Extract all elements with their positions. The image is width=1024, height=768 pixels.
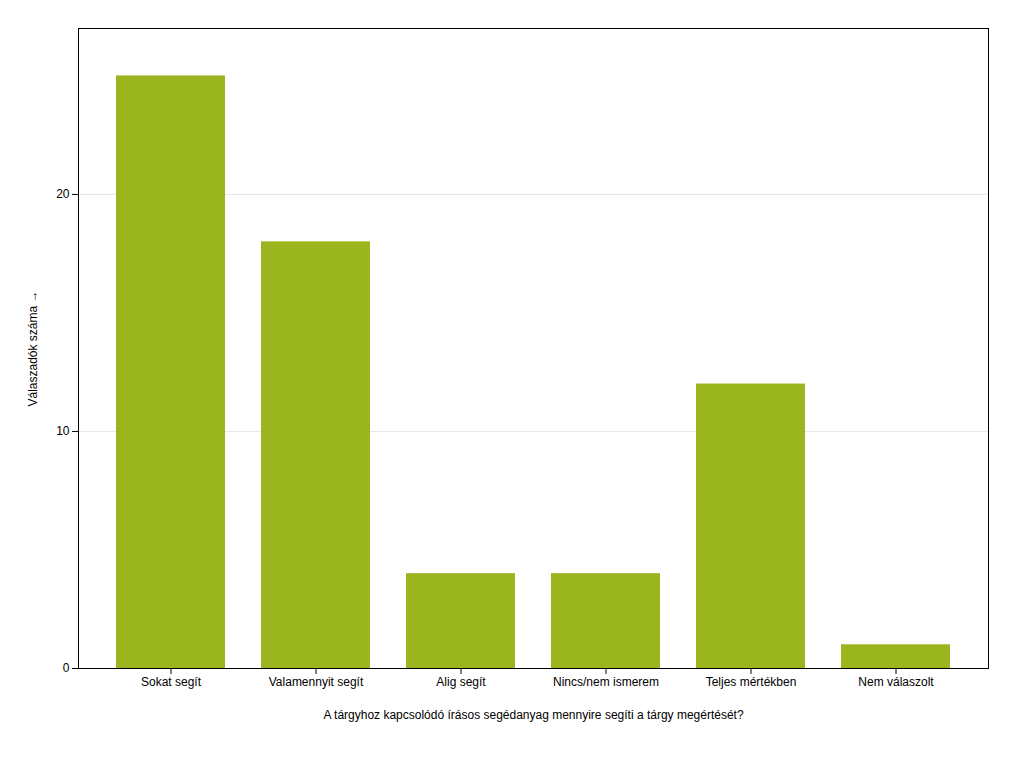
svg-text:Válaszadók száma →: Válaszadók száma → [26, 290, 40, 406]
svg-text:Nincs/nem ismerem: Nincs/nem ismerem [553, 675, 659, 689]
svg-text:Alig segít: Alig segít [436, 675, 486, 689]
svg-text:Teljes mértékben: Teljes mértékben [706, 675, 797, 689]
svg-text:Nem válaszolt: Nem válaszolt [858, 675, 934, 689]
svg-text:Valamennyit segít: Valamennyit segít [269, 675, 364, 689]
svg-text:20: 20 [56, 187, 70, 201]
svg-text:0: 0 [63, 661, 70, 675]
svg-text:A tárgyhoz kapcsolódó írásos s: A tárgyhoz kapcsolódó írásos segédanyag … [323, 708, 744, 722]
svg-text:Sokat segít: Sokat segít [141, 675, 202, 689]
svg-text:10: 10 [56, 424, 70, 438]
